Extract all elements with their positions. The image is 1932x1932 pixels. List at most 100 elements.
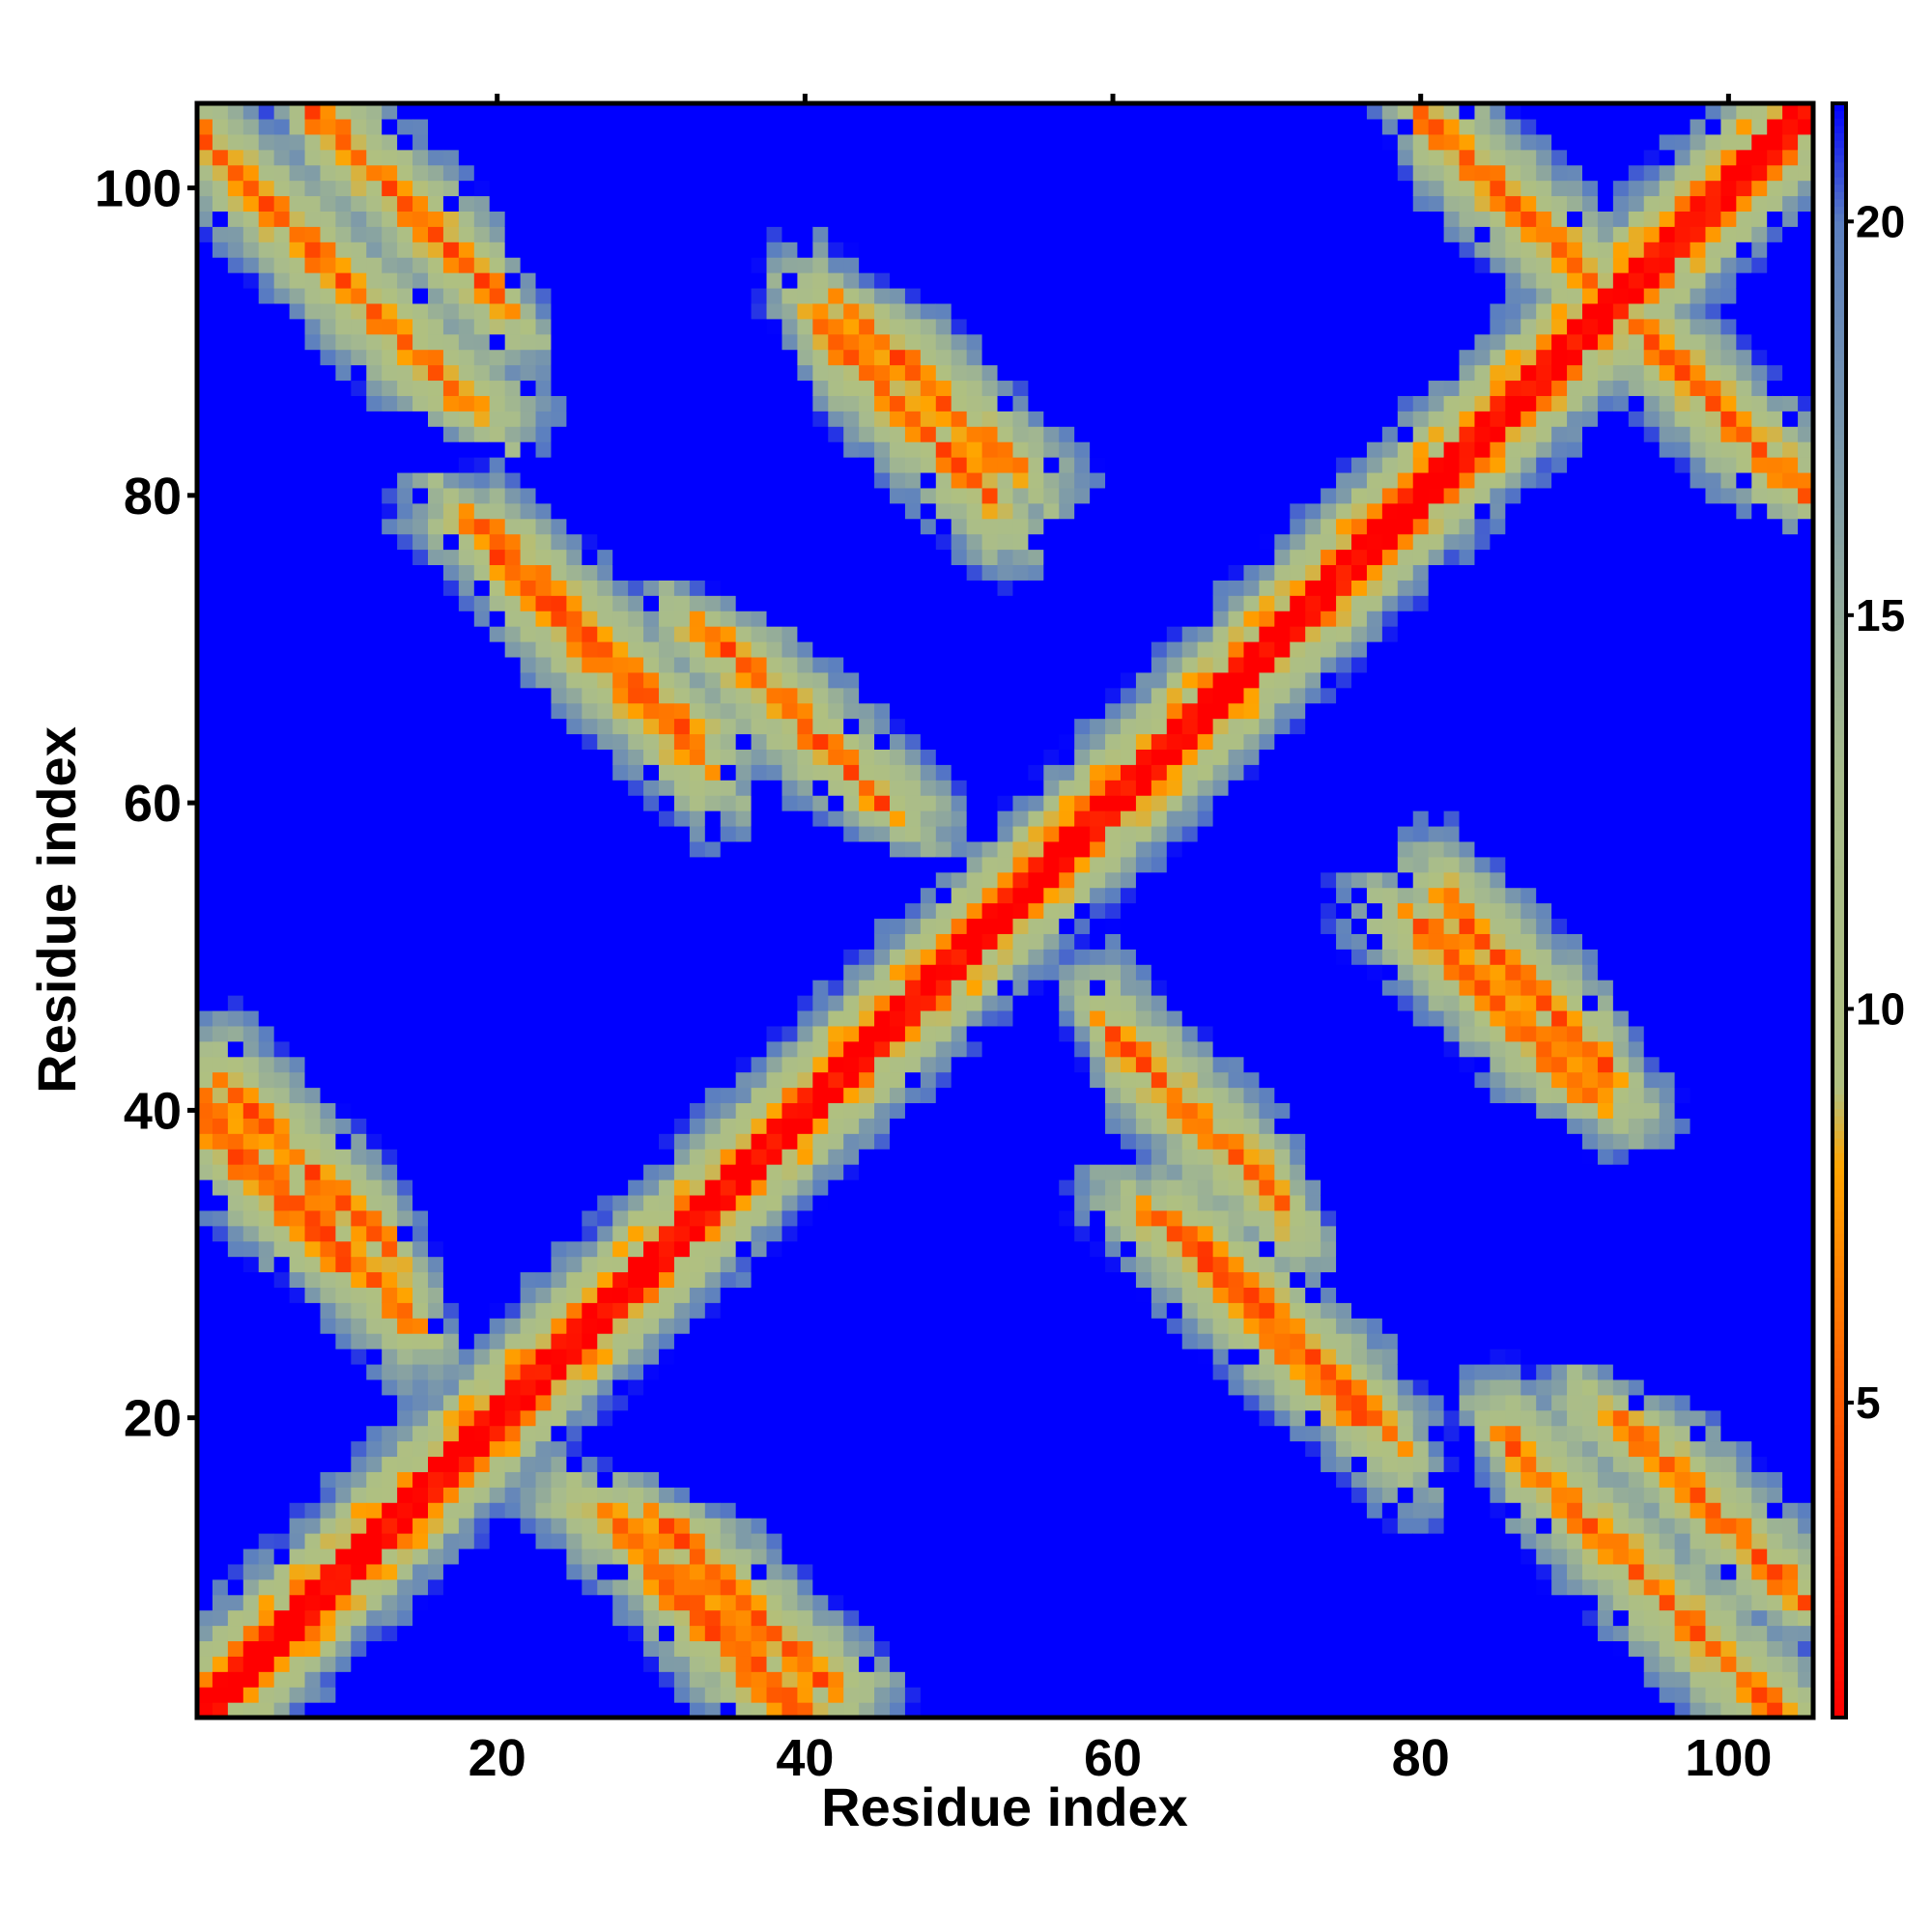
heatmap-cell — [781, 1333, 798, 1350]
heatmap-cell — [304, 242, 322, 258]
heatmap-cell — [382, 1548, 398, 1565]
heatmap-cell — [397, 733, 413, 750]
heatmap-cell — [473, 180, 491, 197]
heatmap-cell — [489, 1194, 506, 1211]
heatmap-cell — [797, 1487, 813, 1503]
heatmap-cell — [843, 272, 860, 289]
heatmap-cell — [366, 195, 383, 212]
heatmap-cell — [582, 1149, 598, 1165]
heatmap-cell — [197, 180, 213, 197]
heatmap-cell — [597, 1456, 613, 1472]
heatmap-cell — [673, 457, 691, 473]
heatmap-cell — [704, 564, 722, 581]
heatmap-cell — [890, 1625, 906, 1642]
heatmap-cell — [535, 656, 553, 673]
heatmap-cell — [628, 902, 644, 920]
heatmap-cell — [289, 426, 306, 442]
heatmap-cell — [458, 149, 475, 166]
heatmap-cell — [442, 164, 460, 182]
heatmap-cell — [597, 364, 613, 382]
heatmap-cell — [797, 533, 813, 551]
heatmap-cell — [766, 1133, 783, 1150]
heatmap-cell — [812, 1609, 829, 1627]
heatmap-cell — [428, 257, 444, 273]
heatmap-cell — [597, 1056, 613, 1073]
heatmap-cell — [535, 887, 553, 904]
heatmap-cell — [212, 180, 229, 197]
heatmap-cell — [258, 749, 275, 765]
heatmap-cell — [859, 1578, 875, 1596]
heatmap-cell — [828, 1563, 844, 1580]
heatmap-cell — [489, 287, 506, 304]
heatmap-cell — [582, 1548, 598, 1565]
heatmap-cell — [751, 1133, 768, 1150]
heatmap-cell — [551, 949, 567, 965]
heatmap-cell — [735, 226, 753, 242]
heatmap-cell — [828, 780, 844, 796]
heatmap-cell — [273, 487, 291, 504]
heatmap-cell — [520, 933, 537, 950]
heatmap-cell — [920, 1687, 937, 1703]
heatmap-cell — [366, 487, 383, 504]
heatmap-cell — [397, 1578, 413, 1596]
heatmap-cell — [797, 1164, 813, 1180]
heatmap-cell — [366, 133, 383, 151]
heatmap-cell — [843, 1333, 860, 1350]
heatmap-cell — [704, 1502, 722, 1519]
heatmap-cell — [612, 487, 629, 504]
heatmap-cell — [874, 272, 891, 289]
heatmap-cell — [289, 1625, 306, 1642]
heatmap-cell — [781, 980, 798, 996]
heatmap-cell — [597, 656, 613, 673]
heatmap-cell — [520, 1318, 537, 1334]
heatmap-cell — [351, 795, 367, 811]
heatmap-cell — [781, 149, 798, 166]
heatmap-cell — [828, 641, 844, 658]
heatmap-cell — [473, 749, 491, 765]
heatmap-cell — [766, 780, 783, 796]
heatmap-cell — [673, 1194, 691, 1211]
heatmap-cell — [597, 795, 613, 811]
heatmap-cell — [320, 1378, 336, 1396]
heatmap-cell — [566, 441, 582, 458]
heatmap-cell — [551, 1118, 567, 1134]
heatmap-cell — [412, 380, 429, 396]
heatmap-cell — [382, 1640, 398, 1657]
heatmap-cell — [659, 426, 675, 442]
heatmap-cell — [904, 364, 922, 382]
heatmap-cell — [751, 1425, 768, 1442]
heatmap-cell — [397, 164, 413, 182]
heatmap-cell — [397, 502, 413, 520]
heatmap-cell — [582, 1271, 598, 1288]
heatmap-cell — [289, 1702, 306, 1719]
heatmap-cell — [212, 411, 229, 427]
heatmap-cell — [412, 195, 429, 212]
heatmap-cell — [304, 871, 322, 889]
heatmap-cell — [859, 1225, 875, 1242]
heatmap-cell — [335, 1625, 352, 1642]
heatmap-cell — [704, 1164, 722, 1180]
heatmap-cell — [612, 1209, 629, 1227]
heatmap-cell — [412, 302, 429, 320]
heatmap-cell — [904, 902, 922, 920]
heatmap-cell — [473, 1318, 491, 1334]
heatmap-cell — [304, 1071, 322, 1089]
heatmap-cell — [366, 1533, 383, 1549]
heatmap-cell — [382, 671, 398, 689]
heatmap-cell — [904, 825, 922, 842]
heatmap-cell — [412, 1518, 429, 1534]
heatmap-cell — [273, 856, 291, 873]
heatmap-cell — [366, 995, 383, 1011]
heatmap-cell — [812, 1118, 829, 1134]
heatmap-cell — [551, 242, 567, 258]
heatmap-cell — [904, 780, 922, 796]
heatmap-cell — [428, 1256, 444, 1273]
heatmap-cell — [366, 164, 383, 182]
heatmap-cell — [735, 1425, 753, 1442]
heatmap-cell — [904, 333, 922, 351]
heatmap-cell — [258, 1487, 275, 1503]
heatmap-cell — [535, 242, 553, 258]
heatmap-cell — [689, 641, 706, 658]
heatmap-cell — [643, 164, 660, 182]
heatmap-cell — [859, 272, 875, 289]
